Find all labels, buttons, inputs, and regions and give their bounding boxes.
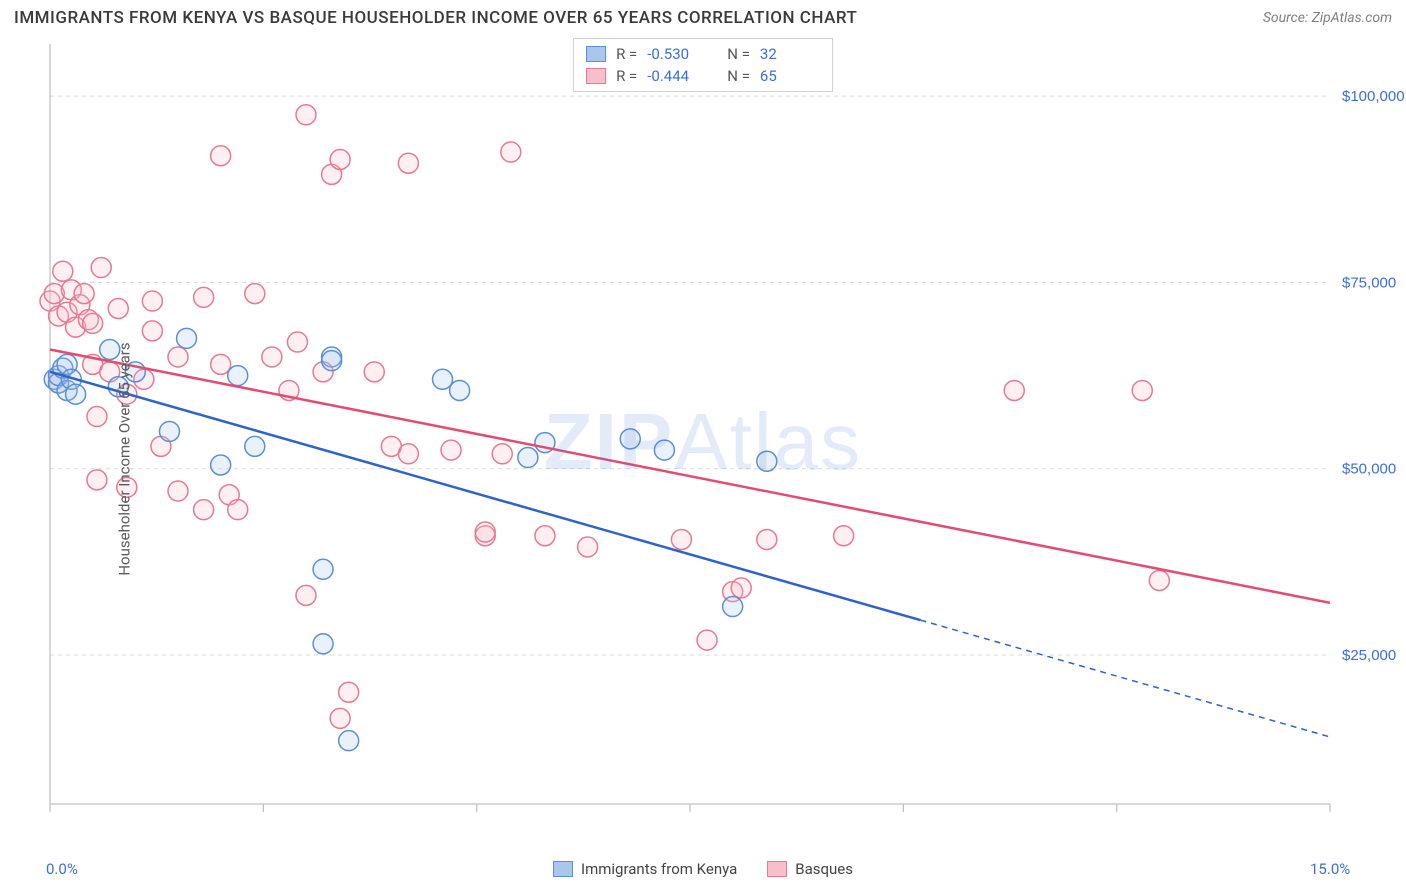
y-axis-label: Householder Income Over 65 years <box>116 342 134 575</box>
legend-swatch-basques <box>586 68 606 84</box>
chart-container: Householder Income Over 65 years $25,000… <box>0 34 1406 884</box>
legend-label-kenya: Immigrants from Kenya <box>581 860 737 878</box>
svg-text:$50,000: $50,000 <box>1342 461 1396 478</box>
series-legend: Immigrants from Kenya Basques <box>553 860 853 878</box>
n-value-basques: 65 <box>760 65 820 87</box>
x-tick-min: 0.0% <box>46 860 78 878</box>
legend-swatch-kenya <box>586 46 606 62</box>
x-tick-max: 15.0% <box>1310 860 1350 878</box>
legend-row-basques: R = -0.444 N = 65 <box>586 65 820 87</box>
source-label: Source: ZipAtlas.com <box>1263 10 1392 26</box>
correlation-legend: R = -0.530 N = 32 R = -0.444 N = 65 <box>573 38 833 92</box>
n-value-kenya: 32 <box>760 43 820 65</box>
legend-swatch-basques-icon <box>767 861 787 877</box>
legend-swatch-kenya-icon <box>553 861 573 877</box>
svg-text:$75,000: $75,000 <box>1342 274 1396 291</box>
legend-item-basques: Basques <box>767 860 853 878</box>
legend-row-kenya: R = -0.530 N = 32 <box>586 43 820 65</box>
svg-text:$25,000: $25,000 <box>1342 647 1396 664</box>
legend-item-kenya: Immigrants from Kenya <box>553 860 737 878</box>
svg-text:$100,000: $100,000 <box>1342 88 1405 105</box>
r-value-basques: -0.444 <box>647 65 707 87</box>
r-value-kenya: -0.530 <box>647 43 707 65</box>
chart-title: IMMIGRANTS FROM KENYA VS BASQUE HOUSEHOL… <box>14 8 857 28</box>
legend-label-basques: Basques <box>795 860 853 878</box>
scatter-chart: $25,000 $50,000 $75,000 $100,000 <box>0 34 1406 844</box>
